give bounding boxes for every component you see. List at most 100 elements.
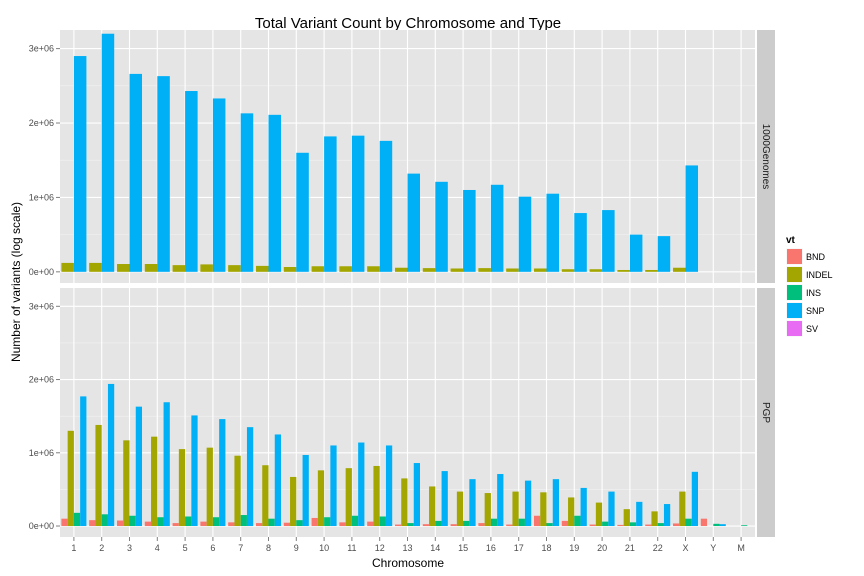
x-tick-label: 5	[183, 543, 188, 553]
bar-snp-chr-18	[552, 479, 560, 527]
legend-swatch-snp	[787, 303, 802, 318]
x-tick-label: 9	[294, 543, 299, 553]
bar-ins-chr-15	[463, 520, 470, 527]
bar-bnd-chr-14	[422, 524, 430, 527]
bar-bnd-chr-1	[61, 518, 68, 527]
bar-snp-chr-1	[80, 396, 87, 527]
bar-indel-chr-20	[589, 269, 603, 272]
bar-bnd-chr-21	[617, 524, 624, 527]
y-tick-label: 2e+06	[29, 118, 54, 128]
bar-bnd-chr-10	[311, 517, 318, 527]
bar-indel-chr-22	[645, 269, 658, 272]
bar-ins-chr-1	[73, 512, 81, 527]
bar-snp-chr-3	[135, 406, 143, 527]
facet-strip	[757, 30, 775, 283]
bar-ins-chr-17	[518, 518, 525, 527]
bar-indel-chr-14	[422, 268, 436, 272]
bar-indel-chr-5	[178, 449, 186, 527]
bar-indel-chr-15	[456, 491, 464, 527]
y-tick-label: 0e+00	[29, 267, 54, 277]
bar-ins-chr-14	[435, 520, 442, 527]
bar-indel-chr-19	[568, 497, 575, 527]
bar-snp-chr-7	[246, 427, 254, 527]
x-tick-label: 11	[347, 543, 356, 553]
bar-bnd-chr-8	[255, 523, 263, 527]
x-tick-label: 16	[486, 543, 496, 553]
x-tick-label: 21	[625, 543, 635, 553]
x-axis-title: Chromosome	[372, 556, 444, 570]
legend-label-snp: SNP	[806, 306, 825, 316]
bar-bnd-chr-11	[339, 522, 346, 527]
y-axis-title: Number of variants (log scale)	[9, 202, 23, 362]
bar-bnd-chr-X	[672, 523, 680, 527]
chart-title: Total Variant Count by Chromosome and Ty…	[255, 15, 561, 32]
bar-indel-chr-11	[345, 468, 352, 527]
bar-bnd-chr-18	[533, 515, 541, 527]
x-axis: 1 2 3 4 5 6 7 8 9 10 11 12 13 14 15 16 17 18 19 20 21 22 X Y M	[56, 48, 745, 553]
bar-snp-chr-2	[101, 33, 115, 272]
bar-indel-chr-11	[339, 266, 352, 272]
bar-indel-chr-3	[116, 264, 130, 272]
x-tick-label: 18	[541, 543, 551, 553]
bar-snp-chr-8	[274, 434, 282, 527]
bar-indel-chr-14	[429, 486, 436, 527]
bar-indel-chr-8	[262, 465, 269, 527]
bar-bnd-chr-17	[506, 524, 513, 527]
bar-snp-chr-21	[629, 234, 643, 272]
bar-indel-chr-4	[151, 436, 158, 527]
x-tick-label: 17	[514, 543, 524, 553]
bar-ins-chr-19	[574, 515, 581, 527]
bar-indel-chr-8	[255, 265, 269, 272]
bar-bnd-chr-15	[450, 524, 457, 527]
bar-snp-chr-1	[73, 56, 87, 272]
bar-snp-chr-14	[441, 471, 448, 527]
bar-bnd-chr-16	[478, 523, 485, 527]
x-tick-label: M	[737, 543, 745, 553]
bar-ins-chr-21	[629, 522, 637, 527]
x-tick-label: 22	[653, 543, 663, 553]
bar-indel-chr-18	[533, 268, 547, 272]
legend-title: vt	[786, 235, 796, 246]
bar-snp-chr-X	[685, 165, 699, 272]
bar-indel-chr-2	[95, 424, 102, 527]
x-tick-label: 3	[127, 543, 132, 553]
bar-indel-chr-6	[206, 447, 213, 527]
bar-indel-chr-7	[228, 265, 241, 272]
facet-strip-label: 1000Genomes	[760, 124, 771, 190]
legend-label-indel: INDEL	[806, 270, 833, 280]
bar-ins-chr-Y	[713, 523, 720, 527]
bar-indel-chr-13	[394, 267, 408, 272]
bar-ins-chr-20	[602, 521, 609, 527]
bar-snp-chr-16	[490, 184, 504, 272]
x-tick-label: 7	[238, 543, 243, 553]
bar-snp-chr-22	[663, 504, 671, 527]
x-tick-label: 10	[319, 543, 329, 553]
x-tick-label: 12	[375, 543, 385, 553]
bar-indel-chr-21	[617, 269, 630, 272]
bar-snp-chr-6	[212, 98, 226, 272]
bar-snp-chr-19	[574, 213, 587, 272]
bar-snp-chr-17	[524, 480, 532, 527]
bar-snp-chr-22	[657, 236, 671, 272]
legend-label-bnd: BND	[806, 252, 826, 262]
bar-indel-chr-1	[67, 430, 74, 527]
legend-swatch-indel	[787, 267, 802, 282]
bar-snp-chr-8	[268, 114, 282, 272]
bar-bnd-chr-9	[283, 522, 291, 527]
bar-ins-chr-18	[546, 523, 553, 527]
bar-snp-chr-9	[296, 152, 309, 272]
x-tick-label: Y	[710, 543, 716, 553]
bar-snp-chr-9	[302, 454, 309, 527]
bar-bnd-chr-2	[89, 520, 96, 527]
bar-ins-chr-7	[240, 515, 247, 527]
bar-indel-chr-16	[484, 493, 491, 527]
y-tick-label: 3e+06	[29, 301, 54, 311]
legend-label-ins: INS	[806, 288, 821, 298]
legend-swatch-sv	[787, 321, 802, 336]
bar-ins-chr-4	[157, 517, 164, 527]
y-tick-label: 0e+00	[29, 521, 54, 531]
bar-indel-chr-3	[123, 440, 130, 527]
bar-indel-chr-22	[651, 511, 658, 527]
bar-bnd-chr-20	[589, 524, 596, 527]
bar-bnd-chr-Y	[700, 518, 708, 527]
